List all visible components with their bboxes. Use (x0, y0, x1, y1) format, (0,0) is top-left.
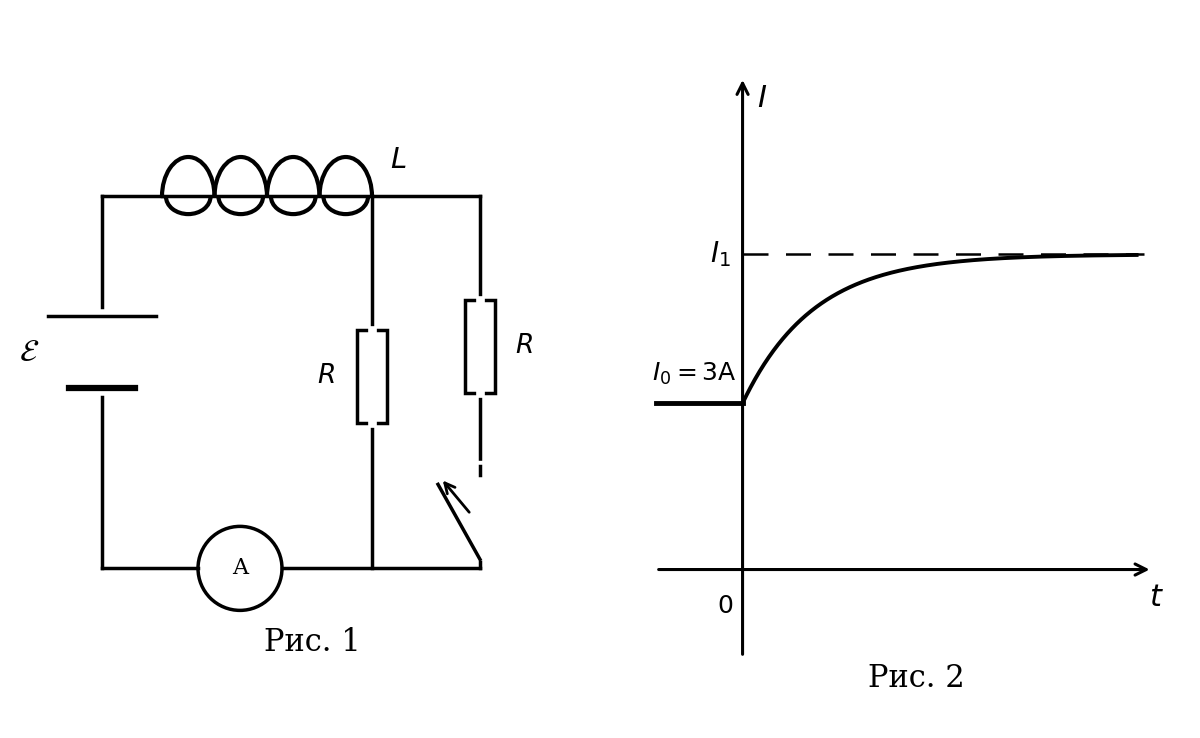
Text: $I_1$: $I_1$ (710, 239, 731, 269)
Text: $I_0 = 3\mathrm{A}$: $I_0 = 3\mathrm{A}$ (652, 361, 737, 387)
Text: Рис. 1: Рис. 1 (264, 627, 360, 658)
Text: $\mathcal{E}$: $\mathcal{E}$ (19, 338, 38, 367)
Text: $I$: $I$ (757, 84, 767, 114)
Text: A: A (232, 557, 248, 579)
FancyBboxPatch shape (358, 330, 386, 423)
FancyBboxPatch shape (466, 300, 496, 393)
Text: R: R (318, 363, 336, 390)
Text: Рис. 2: Рис. 2 (868, 663, 965, 694)
Text: 0: 0 (718, 593, 733, 618)
Text: L: L (390, 146, 407, 174)
Text: $t$: $t$ (1148, 583, 1164, 612)
Circle shape (198, 526, 282, 610)
Text: R: R (515, 334, 533, 359)
